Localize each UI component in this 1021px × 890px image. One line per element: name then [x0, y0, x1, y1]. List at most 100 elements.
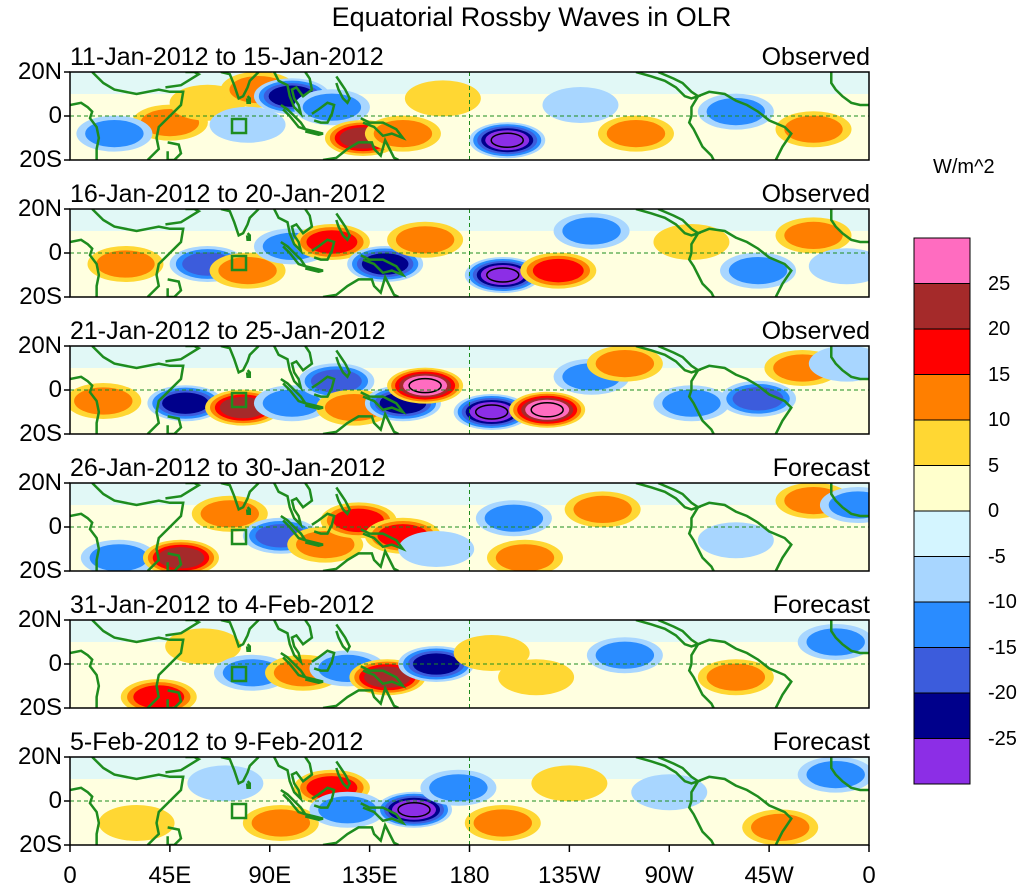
- olr-anomaly: [808, 248, 869, 285]
- colorbar-swatch: [913, 692, 971, 739]
- olr-anomaly: [74, 387, 133, 415]
- olr-anomaly: [429, 774, 488, 802]
- region-box: [230, 528, 248, 546]
- coastline: [335, 212, 352, 242]
- coastline: [635, 483, 701, 511]
- coastline: [245, 369, 252, 379]
- coastline: [687, 95, 715, 160]
- panel-type-label: Observed: [761, 43, 870, 71]
- coastline: [311, 101, 336, 124]
- coastline: [166, 415, 183, 434]
- coastline: [322, 273, 400, 297]
- coastline: [335, 623, 352, 653]
- contour-line: [408, 377, 442, 394]
- coastline: [322, 136, 400, 160]
- y-axis-label: 0: [48, 787, 62, 814]
- olr-anomaly: [218, 257, 277, 285]
- coastline: [697, 501, 793, 571]
- colorbar-swatch: [913, 237, 971, 284]
- coastline: [830, 483, 869, 518]
- panel-date-range: 31-Jan-2012 to 4-Feb-2012: [70, 591, 375, 619]
- x-axis-label: 45W: [744, 862, 794, 889]
- panel-date-range: 26-Jan-2012 to 30-Jan-2012: [70, 454, 386, 482]
- coastline: [220, 209, 260, 238]
- coastline: [70, 375, 101, 434]
- coastline: [166, 278, 183, 297]
- panel-date-range: 11-Jan-2012 to 15-Jan-2012: [70, 43, 384, 71]
- coastline: [830, 72, 869, 107]
- olr-anomaly: [606, 120, 666, 148]
- colorbar-swatch: [913, 601, 971, 648]
- region-box: [230, 665, 248, 683]
- coastline: [220, 483, 260, 512]
- coastline: [360, 665, 407, 689]
- olr-anomaly: [706, 98, 766, 126]
- olr-anomaly: [98, 805, 175, 841]
- olr-anomaly: [484, 504, 544, 532]
- coastline: [830, 757, 869, 792]
- coastline: [70, 238, 101, 297]
- x-axis-label: 135E: [341, 862, 398, 889]
- olr-anomaly: [662, 389, 721, 417]
- y-axis-label: 0: [48, 239, 62, 266]
- colorbar-label: 15: [988, 363, 1011, 386]
- coastline: [91, 757, 185, 845]
- map-panel-5: [64, 619, 870, 709]
- coastline: [273, 620, 314, 666]
- map-panel-2: [64, 208, 870, 298]
- coastline: [697, 638, 793, 708]
- olr-anomaly: [697, 522, 774, 559]
- coastline: [273, 209, 314, 255]
- coastline: [304, 812, 324, 821]
- colorbar-swatch: [913, 419, 971, 466]
- coastline: [70, 786, 101, 845]
- coastline: [687, 643, 715, 708]
- coastline: [165, 483, 202, 500]
- coastline: [311, 238, 336, 261]
- coastline: [220, 757, 260, 786]
- coastline: [322, 547, 400, 571]
- coastline: [245, 232, 252, 242]
- olr-anomaly: [498, 659, 575, 696]
- olr-anomaly: [187, 765, 264, 802]
- panel-type-label: Forecast: [772, 454, 870, 482]
- coastline: [335, 75, 352, 105]
- x-axis-label: 90W: [644, 862, 694, 889]
- y-axis-label: 20S: [19, 694, 62, 721]
- coastline: [70, 512, 101, 571]
- region-box: [230, 802, 248, 820]
- coastline: [687, 506, 715, 571]
- olr-anomaly: [209, 106, 286, 143]
- colorbar-label: -20: [988, 682, 1017, 704]
- x-axis-label: 180: [449, 862, 490, 889]
- region-box: [230, 117, 248, 135]
- map-panel-6: [64, 756, 870, 846]
- coastline: [70, 649, 101, 708]
- colorbar-label: -15: [988, 636, 1017, 659]
- coastline: [311, 375, 336, 398]
- coastline: [91, 620, 185, 708]
- olr-anomaly: [532, 258, 584, 283]
- olr-anomaly: [302, 93, 362, 121]
- contour-line: [486, 267, 520, 283]
- coastline: [304, 264, 324, 273]
- olr-anomaly: [310, 369, 362, 393]
- coastline: [165, 620, 202, 637]
- olr-anomaly: [262, 389, 322, 417]
- olr-anomaly: [728, 257, 788, 285]
- coastline: [335, 760, 352, 790]
- olr-anomaly: [531, 765, 608, 802]
- olr-anomaly: [808, 346, 869, 382]
- y-axis-label: 20S: [19, 146, 62, 173]
- colorbar-units: W/m^2: [933, 156, 995, 178]
- coastline: [335, 486, 352, 516]
- colorbar-label: -5: [988, 545, 1006, 568]
- y-axis-label: 20N: [17, 743, 62, 770]
- colorbar-label: 20: [988, 318, 1011, 340]
- coastline: [830, 620, 869, 655]
- coastline: [220, 620, 260, 649]
- colorbar-label: 5: [988, 454, 1000, 477]
- coastline: [360, 254, 407, 278]
- olr-anomaly: [96, 250, 155, 278]
- olr-anomaly: [473, 809, 532, 837]
